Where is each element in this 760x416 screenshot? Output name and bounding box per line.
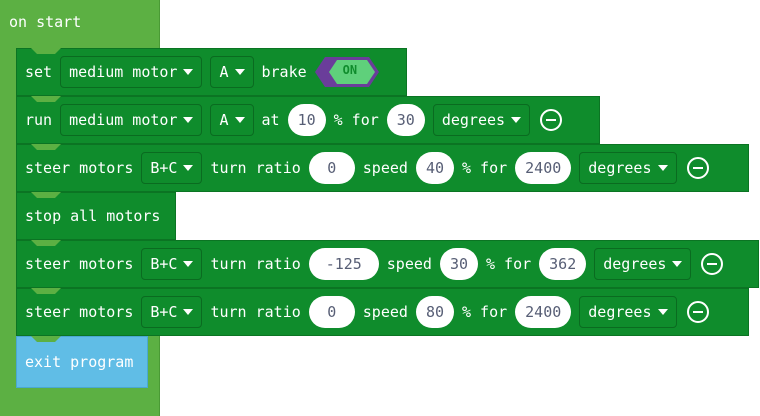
steer-motors-block-1[interactable]: steer motors B+C turn ratio 0 speed 40 %… (16, 144, 749, 192)
turn-ratio-label: turn ratio (210, 159, 301, 177)
unit-dropdown[interactable]: degrees (594, 248, 692, 280)
chevron-down-icon (183, 309, 194, 315)
amount-input[interactable]: 2400 (515, 152, 572, 184)
percent-for-label: % for (333, 111, 379, 129)
percent-for-label: % for (462, 159, 508, 177)
minus-circle-icon[interactable] (701, 253, 724, 275)
chevron-down-icon (183, 69, 194, 75)
chevron-down-icon (657, 165, 668, 171)
speed-input[interactable]: 80 (415, 296, 454, 328)
steer-motors-block-2[interactable]: steer motors B+C turn ratio -125 speed 3… (16, 240, 759, 288)
chevron-down-icon (183, 261, 194, 267)
turn-ratio-input[interactable]: 0 (308, 152, 355, 184)
minus-circle-icon[interactable] (686, 301, 709, 323)
run-motor-block[interactable]: run medium motor A at 10 % for 30 degree… (16, 96, 600, 144)
speed-input[interactable]: 40 (415, 152, 454, 184)
chevron-down-icon (672, 261, 683, 267)
stop-all-motors-block[interactable]: stop all motors (16, 192, 176, 240)
turn-ratio-label: turn ratio (210, 255, 301, 273)
chevron-down-icon (657, 309, 668, 315)
motor-ports-dropdown[interactable]: B+C (141, 296, 203, 328)
on-start-label: on start (9, 13, 82, 31)
motor-type-dropdown[interactable]: medium motor (60, 104, 203, 136)
chevron-down-icon (234, 69, 245, 75)
motor-port-dropdown[interactable]: A (210, 56, 254, 88)
motor-ports-dropdown[interactable]: B+C (141, 152, 203, 184)
chevron-down-icon (511, 117, 522, 123)
minus-circle-icon[interactable] (686, 157, 709, 179)
set-label: set (25, 63, 53, 81)
motor-type-dropdown[interactable]: medium motor (60, 56, 203, 88)
brake-toggle[interactable]: ON (314, 57, 379, 87)
set-motor-brake-block[interactable]: set medium motor A brake ON (16, 48, 407, 96)
amount-input[interactable]: 2400 (515, 296, 572, 328)
percent-for-label: % for (462, 303, 508, 321)
at-label: at (261, 111, 280, 129)
speed-label: speed (362, 159, 408, 177)
unit-dropdown[interactable]: degrees (579, 296, 677, 328)
turn-ratio-input[interactable]: -125 (308, 248, 379, 280)
chevron-down-icon (183, 165, 194, 171)
percent-for-label: % for (486, 255, 532, 273)
stop-all-motors-label: stop all motors (25, 207, 161, 225)
run-label: run (25, 111, 53, 129)
steer-motors-label: steer motors (25, 303, 134, 321)
speed-input[interactable]: 10 (287, 104, 326, 136)
turn-ratio-input[interactable]: 0 (308, 296, 355, 328)
chevron-down-icon (234, 117, 245, 123)
unit-dropdown[interactable]: degrees (579, 152, 677, 184)
steer-motors-block-3[interactable]: steer motors B+C turn ratio 0 speed 80 %… (16, 288, 749, 336)
toggle-on-label: ON (342, 63, 358, 77)
exit-program-block[interactable]: exit program (16, 336, 148, 388)
turn-ratio-label: turn ratio (210, 303, 301, 321)
amount-input[interactable]: 30 (386, 104, 425, 136)
motor-ports-dropdown[interactable]: B+C (141, 248, 203, 280)
amount-input[interactable]: 362 (539, 248, 587, 280)
exit-program-label: exit program (25, 353, 134, 371)
steer-motors-label: steer motors (25, 159, 134, 177)
toggle-shape (314, 57, 379, 87)
motor-port-dropdown[interactable]: A (210, 104, 254, 136)
unit-dropdown[interactable]: degrees (432, 104, 531, 136)
speed-label: speed (362, 303, 408, 321)
minus-circle-icon[interactable] (540, 109, 563, 131)
steer-motors-label: steer motors (25, 255, 134, 273)
speed-label: speed (386, 255, 432, 273)
speed-input[interactable]: 30 (439, 248, 478, 280)
chevron-down-icon (183, 117, 194, 123)
brake-label: brake (261, 63, 307, 81)
